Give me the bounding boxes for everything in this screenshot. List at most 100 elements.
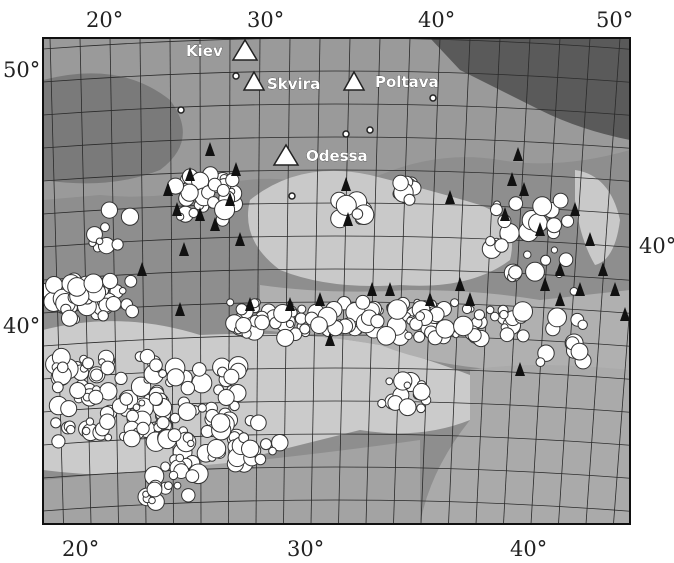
event-circle <box>523 250 532 259</box>
event-circle <box>276 328 295 347</box>
event-circle <box>532 196 553 217</box>
event-triangle <box>367 282 377 296</box>
meridian-line <box>613 298 630 524</box>
event-triangle <box>385 282 395 296</box>
event-circle <box>85 417 95 426</box>
event-triangle <box>231 162 241 176</box>
event-circle <box>558 252 574 268</box>
event-circle <box>398 398 417 417</box>
event-circle <box>177 402 197 422</box>
event-circle <box>120 207 140 226</box>
event-triangle <box>507 172 517 186</box>
tick-bottom-20: 20° <box>62 537 99 561</box>
event-circle <box>403 193 416 206</box>
event-triangle <box>137 262 147 276</box>
event-circle <box>60 400 78 418</box>
meridian-line <box>199 38 202 524</box>
station-label: Kiev <box>186 42 223 60</box>
event-triangle <box>341 177 351 191</box>
event-circle <box>552 192 569 209</box>
event-triangle <box>519 182 529 196</box>
event-circle <box>123 429 141 448</box>
event-triangle <box>620 307 630 321</box>
event-circle <box>90 368 104 382</box>
tick-bottom-40: 40° <box>510 537 547 561</box>
event-circle <box>126 409 139 423</box>
event-triangle <box>195 207 205 221</box>
event-triangle <box>585 232 595 246</box>
meridian-line <box>20 38 36 524</box>
event-circle <box>167 428 182 443</box>
event-circle <box>66 424 76 435</box>
event-circle <box>105 296 122 312</box>
event-circle <box>156 416 170 430</box>
event-circle <box>499 327 515 343</box>
event-triangle <box>285 297 295 311</box>
station-skvira: Skvira <box>242 70 321 93</box>
event-circle <box>69 382 87 399</box>
event-circle <box>537 344 555 362</box>
event-circle <box>138 399 146 407</box>
event-triangle <box>210 217 220 231</box>
station-triangle <box>242 70 266 91</box>
event-circle <box>525 261 545 282</box>
event-triangle <box>540 277 550 291</box>
event-circle <box>351 208 364 220</box>
event-circle <box>577 319 588 330</box>
minor-station-marker <box>232 72 240 80</box>
event-circle <box>235 317 252 334</box>
parallel-line <box>43 499 630 512</box>
event-circle <box>546 217 562 234</box>
event-circle <box>412 382 431 401</box>
event-circle <box>254 453 267 466</box>
event-triangle <box>445 190 455 204</box>
meridian-line <box>558 38 591 524</box>
middle-east-land <box>420 365 630 524</box>
event-circle <box>149 358 163 373</box>
event-circle <box>416 403 426 414</box>
tick-bottom-30: 30° <box>287 537 324 561</box>
minor-station-marker <box>342 130 350 138</box>
event-circle <box>260 438 272 451</box>
event-circle <box>516 329 530 343</box>
tick-right-40: 40° <box>639 234 674 258</box>
event-circle <box>166 368 185 387</box>
minor-stations <box>177 72 437 200</box>
event-circle <box>51 381 64 394</box>
event-circle <box>413 330 426 343</box>
event-circle <box>173 481 182 490</box>
event-circle <box>180 380 196 396</box>
event-triangles <box>137 142 630 376</box>
event-circle <box>512 301 534 322</box>
event-circle <box>136 421 150 436</box>
event-circle <box>206 439 227 459</box>
event-circle <box>187 439 195 448</box>
event-circle <box>61 309 78 327</box>
event-circle <box>67 277 87 297</box>
event-circle <box>268 446 277 456</box>
event-circle <box>118 287 127 295</box>
event-circle <box>370 314 385 329</box>
event-circle <box>241 439 260 458</box>
event-triangle <box>343 212 353 226</box>
event-triangle <box>325 332 335 346</box>
parallel-line <box>43 169 630 182</box>
event-triangle <box>575 282 585 296</box>
event-circle <box>185 469 200 484</box>
station-triangle <box>272 143 300 166</box>
parallel-line <box>43 136 630 149</box>
event-circle <box>175 453 185 463</box>
event-circle <box>125 304 139 319</box>
event-circle <box>158 369 168 379</box>
event-triangle <box>235 232 245 246</box>
event-circle <box>104 433 113 442</box>
station-triangle <box>342 70 366 91</box>
event-circle <box>210 413 231 433</box>
event-circle <box>217 389 235 406</box>
map-area <box>20 38 630 524</box>
tick-left-50: 50° <box>3 58 40 82</box>
event-circle <box>146 481 163 498</box>
event-circle <box>97 310 109 322</box>
event-circle <box>392 174 409 192</box>
